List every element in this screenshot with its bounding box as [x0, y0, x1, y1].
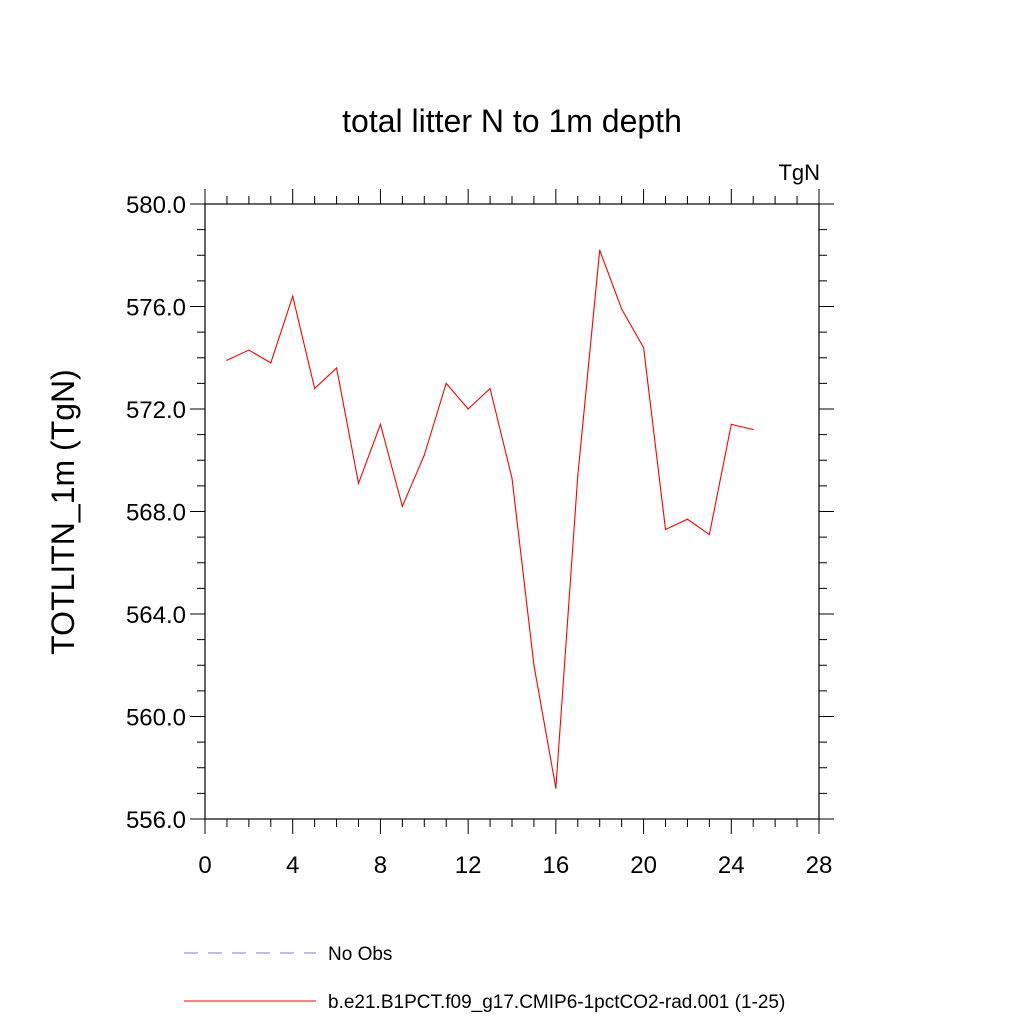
- data-point: [489, 387, 491, 390]
- data-point: [708, 533, 710, 536]
- x-tick-label: 0: [198, 852, 211, 879]
- data-point: [248, 349, 250, 351]
- data-point: [730, 423, 732, 425]
- data-point: [401, 505, 403, 507]
- data-point: [270, 362, 272, 364]
- data-point: [555, 787, 557, 789]
- units-label: TgN: [778, 160, 820, 185]
- data-point: [686, 518, 689, 520]
- y-tick-label: 580.0: [126, 192, 186, 219]
- legend: No Obs b.e21.B1PCT.f09_g17.CMIP6-1pctCO2…: [184, 944, 785, 1013]
- y-tick-label: 572.0: [126, 397, 186, 424]
- series-layer: [226, 249, 754, 789]
- y-tick-label: 576.0: [126, 295, 186, 322]
- data-point: [423, 454, 425, 456]
- data-point: [379, 423, 382, 425]
- data-point: [335, 367, 338, 369]
- x-tick-label: 24: [718, 852, 745, 879]
- legend-label-model-run: b.e21.B1PCT.f09_g17.CMIP6-1pctCO2-rad.00…: [328, 992, 785, 1013]
- data-point: [314, 387, 316, 390]
- data-point: [664, 528, 667, 531]
- data-point: [292, 295, 294, 297]
- data-point: [511, 477, 513, 479]
- data-point: [445, 382, 447, 384]
- x-tick-label: 16: [543, 852, 570, 879]
- x-tick-label: 4: [286, 852, 299, 879]
- x-tick-label: 28: [806, 852, 833, 879]
- legend-label-no-obs: No Obs: [328, 944, 392, 965]
- axis-ticks: [190, 189, 834, 834]
- y-axis-label: TOTLITN_1m (TgN): [45, 369, 81, 655]
- data-point: [357, 482, 360, 484]
- data-point: [533, 664, 535, 666]
- series-line: [226, 249, 754, 789]
- y-tick-label: 568.0: [126, 500, 186, 527]
- data-point: [621, 308, 623, 310]
- x-tick-label: 12: [455, 852, 482, 879]
- y-tick-label: 564.0: [126, 602, 186, 629]
- data-point: [752, 428, 754, 431]
- data-point: [599, 249, 601, 251]
- chart-title: total litter N to 1m depth: [342, 103, 682, 139]
- y-tick-label: 560.0: [126, 705, 186, 732]
- plot-frame: [204, 203, 820, 820]
- tick-labels: 0 4 8 12 16 20 24 28 556.0 560.0 564.0 568.0 572.0 57…: [126, 192, 832, 879]
- x-tick-label: 8: [374, 852, 387, 879]
- data-point: [642, 346, 645, 349]
- data-point: [467, 408, 469, 410]
- data-point: [226, 359, 228, 361]
- y-tick-label: 556.0: [126, 807, 186, 834]
- data-point: [577, 475, 579, 477]
- x-tick-label: 20: [630, 852, 657, 879]
